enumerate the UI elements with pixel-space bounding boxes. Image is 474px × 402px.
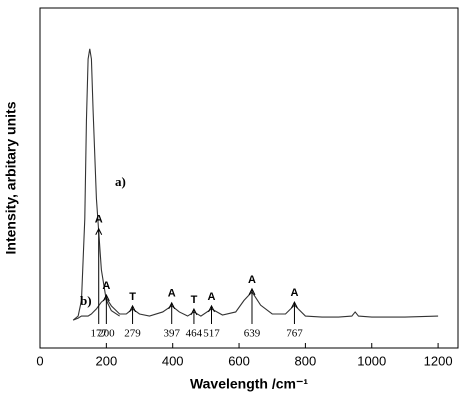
annotation-mode: A <box>290 287 298 299</box>
series-name: b) <box>80 293 92 308</box>
annotation-arrowhead <box>95 227 103 235</box>
x-tick-label: 800 <box>295 353 317 368</box>
x-tick-label: 1000 <box>357 353 386 368</box>
y-axis-label: Intensity, arbitary units <box>3 101 19 254</box>
series-line <box>72 48 120 321</box>
series-name: a) <box>115 174 126 189</box>
annotation-arrowhead <box>129 304 137 313</box>
x-tick-label: 0 <box>36 353 43 368</box>
annotation-mode: A <box>102 280 110 292</box>
annotation-arrowhead <box>102 293 110 302</box>
annotation-number: 639 <box>244 328 261 340</box>
annotation-arrowhead <box>291 301 298 309</box>
annotation-number: 177 <box>90 328 107 340</box>
annotation-number: 279 <box>124 328 141 340</box>
annotation-arrowhead <box>208 304 215 313</box>
annotation-number: 767 <box>286 328 303 340</box>
x-axis-label: Wavelength /cm⁻¹ <box>190 376 308 392</box>
x-tick-label: 200 <box>95 353 117 368</box>
annotation-number: 464 <box>186 328 203 340</box>
annotation-mode: A <box>248 274 256 286</box>
annotation-number: 200 <box>98 328 115 340</box>
plot-frame <box>39 7 459 349</box>
annotation-arrowhead <box>190 307 198 316</box>
x-tick-label: 1200 <box>424 353 453 368</box>
annotation-arrowhead <box>248 287 256 296</box>
x-tick-label: 600 <box>228 353 250 368</box>
annotation-mode: A <box>208 291 216 303</box>
annotation-mode: A <box>168 288 176 300</box>
annotation-number: 517 <box>203 328 220 340</box>
annotation-number: 397 <box>163 328 180 340</box>
series-line <box>72 291 439 321</box>
annotation-mode: A <box>95 214 103 226</box>
x-tick-label: 400 <box>162 353 184 368</box>
annotation-arrowhead <box>168 301 176 310</box>
annotation-mode: T <box>191 294 198 306</box>
annotation-mode: T <box>129 291 136 303</box>
